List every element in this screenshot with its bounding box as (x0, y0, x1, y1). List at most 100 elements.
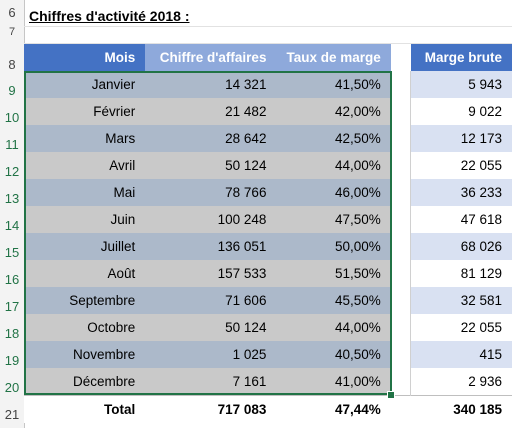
activity-table: Mois Chiffre d'affaires Taux de marge Ma… (24, 44, 512, 423)
cell-taux-marge[interactable]: 47,50% (276, 206, 391, 233)
cell-taux-marge[interactable]: 46,00% (276, 179, 391, 206)
row-number[interactable]: 16 (4, 272, 20, 287)
cell-marge-brute[interactable]: 32 581 (410, 287, 512, 314)
cell-mois[interactable]: Juillet (24, 233, 146, 260)
cell-chiffre-affaires[interactable]: 7 161 (145, 368, 277, 395)
row-number[interactable]: 14 (4, 218, 20, 233)
cell-chiffre-affaires[interactable]: 28 642 (145, 125, 277, 152)
cell-marge-brute[interactable]: 22 055 (410, 152, 512, 179)
spacer-cell (390, 152, 411, 179)
table-row: Septembre 71 606 45,50% 32 581 (24, 287, 512, 314)
cell-marge-brute[interactable]: 9 022 (410, 98, 512, 125)
row-number[interactable]: 18 (4, 326, 20, 341)
cell-chiffre-affaires[interactable]: 157 533 (145, 260, 277, 287)
row-number[interactable]: 11 (5, 137, 19, 152)
row-number[interactable]: 10 (4, 110, 20, 125)
fill-handle[interactable] (387, 391, 395, 399)
cell-marge-brute[interactable]: 36 233 (410, 179, 512, 206)
cell-mois[interactable]: Octobre (24, 314, 146, 341)
row-number[interactable]: 7 (8, 26, 16, 38)
cell-taux-marge[interactable]: 41,00% (276, 368, 391, 395)
header-marge-brute[interactable]: Marge brute (410, 44, 512, 71)
table-row: Juillet 136 051 50,00% 68 026 (24, 233, 512, 260)
header-chiffre-affaires[interactable]: Chiffre d'affaires (145, 44, 277, 71)
table-row: Mars 28 642 42,50% 12 173 (24, 125, 512, 152)
cell-mois[interactable]: Avril (24, 152, 146, 179)
header-mois[interactable]: Mois (24, 44, 146, 71)
cell-taux-marge[interactable]: 50,00% (276, 233, 391, 260)
cell-mois[interactable]: Mars (24, 125, 146, 152)
cell-marge-brute[interactable]: 68 026 (410, 233, 512, 260)
cell-chiffre-affaires[interactable]: 78 766 (145, 179, 277, 206)
total-taux[interactable]: 47,44% (276, 394, 391, 423)
cell-mois[interactable]: Juin (24, 206, 146, 233)
cell-mois[interactable]: Septembre (24, 287, 146, 314)
total-label[interactable]: Total (24, 394, 146, 423)
cell-mois[interactable]: Août (24, 260, 146, 287)
header-row: Mois Chiffre d'affaires Taux de marge Ma… (24, 44, 512, 71)
row-number[interactable]: 15 (4, 245, 20, 260)
row-number[interactable]: 9 (8, 83, 16, 98)
cell-mois[interactable]: Décembre (24, 368, 146, 395)
row-number[interactable]: 6 (8, 5, 16, 20)
cell-taux-marge[interactable]: 40,50% (276, 341, 391, 368)
total-marge[interactable]: 340 185 (410, 394, 512, 423)
row-number[interactable]: 20 (4, 380, 20, 395)
header-taux-marge[interactable]: Taux de marge (276, 44, 391, 71)
cell-taux-marge[interactable]: 42,50% (276, 125, 391, 152)
total-row: Total 717 083 47,44% 340 185 (24, 394, 512, 423)
spacer-cell (390, 98, 411, 125)
row-number[interactable]: 21 (4, 407, 20, 422)
row-number[interactable]: 13 (4, 191, 20, 206)
cell-chiffre-affaires[interactable]: 71 606 (145, 287, 277, 314)
row-number[interactable]: 12 (4, 164, 20, 179)
row-headers: 6 7 8 9 10 11 12 13 14 15 16 17 18 19 20… (0, 0, 25, 428)
grid-line (24, 43, 512, 44)
table-row: Janvier 14 321 41,50% 5 943 (24, 71, 512, 98)
table-row: Février 21 482 42,00% 9 022 (24, 98, 512, 125)
row-number[interactable]: 8 (8, 57, 16, 72)
table-row: Juin 100 248 47,50% 47 618 (24, 206, 512, 233)
cell-marge-brute[interactable]: 22 055 (410, 314, 512, 341)
table-row: Mai 78 766 46,00% 36 233 (24, 179, 512, 206)
grid-line (24, 26, 512, 27)
cell-marge-brute[interactable]: 12 173 (410, 125, 512, 152)
cell-chiffre-affaires[interactable]: 50 124 (145, 152, 277, 179)
cell-chiffre-affaires[interactable]: 136 051 (145, 233, 277, 260)
row-number[interactable]: 17 (4, 299, 20, 314)
cell-chiffre-affaires[interactable]: 1 025 (145, 341, 277, 368)
table-row: Octobre 50 124 44,00% 22 055 (24, 314, 512, 341)
table-row: Avril 50 124 44,00% 22 055 (24, 152, 512, 179)
cell-taux-marge[interactable]: 51,50% (276, 260, 391, 287)
cell-mois[interactable]: Mai (24, 179, 146, 206)
spacer-cell (390, 260, 411, 287)
cell-taux-marge[interactable]: 42,00% (276, 98, 391, 125)
spacer-cell (390, 287, 411, 314)
table-row: Décembre 7 161 41,00% 2 936 (24, 368, 512, 395)
cell-taux-marge[interactable]: 45,50% (276, 287, 391, 314)
spacer-cell (390, 341, 411, 368)
cell-marge-brute[interactable]: 81 129 (410, 260, 512, 287)
cell-chiffre-affaires[interactable]: 14 321 (145, 71, 277, 98)
cell-chiffre-affaires[interactable]: 100 248 (145, 206, 277, 233)
cell-chiffre-affaires[interactable]: 21 482 (145, 98, 277, 125)
total-chiffre[interactable]: 717 083 (145, 394, 277, 423)
sheet-title[interactable]: Chiffres d'activité 2018 : (29, 8, 190, 24)
cell-mois[interactable]: Novembre (24, 341, 146, 368)
row-number[interactable]: 19 (4, 353, 20, 368)
cell-taux-marge[interactable]: 41,50% (276, 71, 391, 98)
cell-taux-marge[interactable]: 44,00% (276, 314, 391, 341)
cell-marge-brute[interactable]: 5 943 (410, 71, 512, 98)
spacer-cell (390, 394, 411, 423)
cell-chiffre-affaires[interactable]: 50 124 (145, 314, 277, 341)
spacer-cell (390, 179, 411, 206)
cell-marge-brute[interactable]: 2 936 (410, 368, 512, 395)
spacer-cell (390, 206, 411, 233)
cell-marge-brute[interactable]: 47 618 (410, 206, 512, 233)
cell-taux-marge[interactable]: 44,00% (276, 152, 391, 179)
spacer-cell (390, 44, 411, 71)
cell-mois[interactable]: Janvier (24, 71, 146, 98)
cell-mois[interactable]: Février (24, 98, 146, 125)
cell-marge-brute[interactable]: 415 (410, 341, 512, 368)
spacer-cell (390, 314, 411, 341)
